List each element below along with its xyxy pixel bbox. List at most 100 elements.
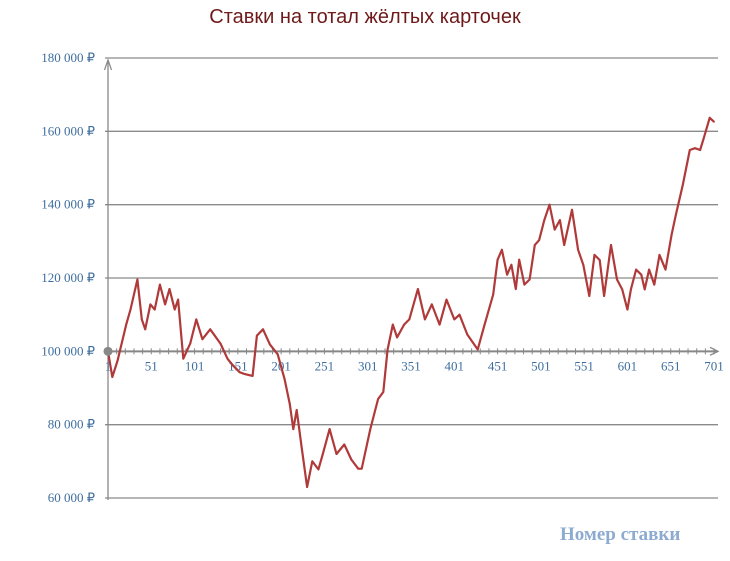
data-point — [670, 233, 673, 236]
data-point — [713, 120, 715, 123]
x-tick-label: 51 — [145, 358, 158, 373]
data-point — [317, 468, 320, 471]
data-point — [702, 137, 705, 140]
data-point — [189, 342, 192, 345]
data-point — [283, 378, 286, 381]
x-tick-label: 351 — [401, 358, 421, 373]
x-axis-arrow-icon — [709, 346, 720, 356]
data-point — [538, 239, 541, 242]
series-line — [106, 116, 715, 489]
data-point — [125, 323, 128, 326]
data-point — [311, 460, 314, 463]
data-point — [173, 308, 176, 311]
data-point — [514, 288, 517, 290]
data-point — [230, 363, 233, 366]
data-point — [571, 208, 573, 211]
chart-title: Ставки на тотал жёлтых карточек — [209, 6, 521, 28]
data-point — [226, 357, 229, 360]
data-point — [288, 403, 291, 406]
data-point — [708, 116, 711, 119]
x-tick-label: 601 — [618, 358, 638, 373]
data-point — [396, 336, 399, 339]
y-tick-label: 180 000 ₽ — [41, 50, 95, 65]
data-point — [582, 263, 585, 266]
data-point — [453, 318, 456, 321]
data-point — [292, 428, 295, 430]
y-tick-label: 60 000 ₽ — [48, 490, 95, 505]
data-point — [177, 298, 180, 301]
data-point — [195, 318, 198, 321]
x-tick-label: 101 — [185, 358, 205, 373]
y-tick-label: 80 000 ₽ — [48, 417, 95, 432]
data-point — [518, 258, 521, 261]
data-point — [648, 268, 650, 271]
data-point — [140, 318, 143, 321]
data-point — [168, 288, 171, 290]
data-point — [256, 334, 258, 337]
data-point — [417, 288, 419, 290]
data-point — [553, 228, 556, 231]
data-point — [321, 453, 324, 456]
x-tick-label: 151 — [228, 358, 248, 373]
data-point — [675, 213, 677, 216]
data-point — [182, 357, 185, 360]
data-point — [510, 263, 513, 266]
data-point — [382, 391, 385, 393]
origin-marker — [103, 346, 113, 356]
data-point — [593, 254, 596, 256]
data-point — [408, 318, 411, 321]
data-point — [523, 283, 526, 286]
data-point — [528, 278, 531, 281]
data-point — [144, 328, 147, 331]
data-point — [219, 342, 222, 345]
data-point — [136, 278, 139, 281]
data-point — [588, 295, 591, 297]
data-point — [445, 298, 448, 301]
data-point — [458, 313, 461, 316]
x-tick-label: 251 — [315, 358, 335, 373]
data-point — [129, 308, 132, 311]
data-point — [391, 323, 394, 326]
data-point — [603, 295, 605, 297]
data-point — [616, 278, 618, 281]
data-point — [360, 467, 363, 470]
data-point — [643, 288, 646, 291]
data-point — [386, 348, 389, 351]
data-point — [438, 323, 441, 326]
y-tick-label: 140 000 ₽ — [41, 197, 95, 212]
data-point — [699, 149, 702, 151]
data-point — [276, 353, 279, 356]
data-point — [501, 248, 503, 251]
data-point — [476, 348, 479, 351]
data-point — [164, 303, 167, 306]
data-point — [640, 273, 643, 276]
data-point — [243, 373, 246, 375]
data-point — [548, 203, 551, 206]
data-point — [598, 259, 601, 261]
data-point — [563, 244, 566, 246]
data-point — [116, 359, 119, 362]
data-point — [466, 333, 469, 336]
x-axis-title: Номер ставки — [560, 524, 681, 545]
data-point — [577, 248, 579, 251]
data-point — [430, 303, 433, 306]
data-point — [251, 375, 254, 377]
data-point — [306, 486, 309, 488]
y-tick-label: 160 000 ₽ — [41, 123, 95, 138]
x-tick-label: 301 — [358, 358, 378, 373]
data-point — [328, 428, 331, 430]
x-tick-label: 551 — [574, 358, 594, 373]
data-point — [343, 443, 346, 446]
data-point — [268, 343, 271, 346]
x-tick-label: 451 — [488, 358, 508, 373]
data-point — [653, 283, 656, 286]
data-point — [621, 288, 624, 291]
data-point — [496, 258, 499, 261]
data-point — [543, 219, 546, 221]
data-point — [201, 338, 204, 341]
data-point — [559, 219, 561, 221]
data-point — [664, 268, 667, 271]
x-tick-label: 1 — [105, 358, 112, 373]
data-point — [209, 328, 212, 331]
